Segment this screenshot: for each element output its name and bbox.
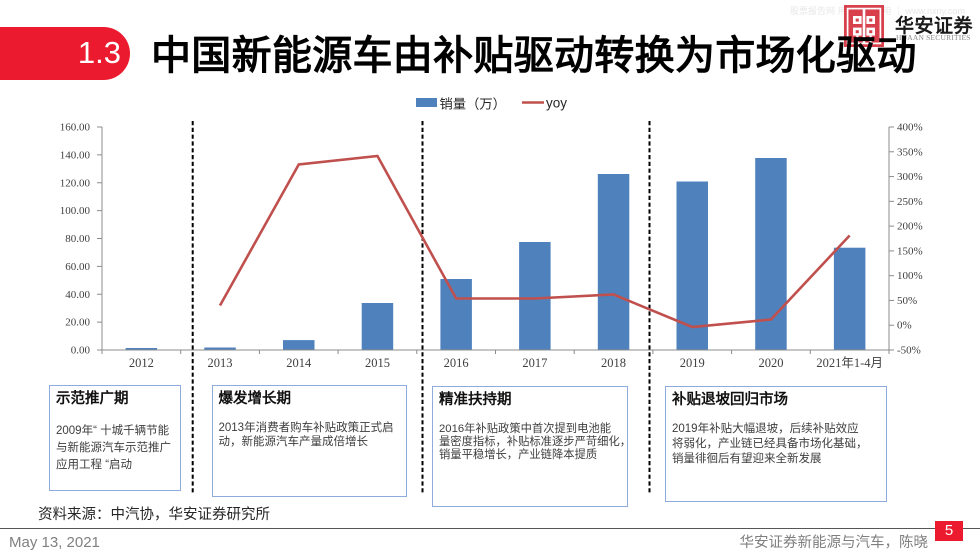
svg-text:2012: 2012 xyxy=(129,356,154,370)
svg-text:60.00: 60.00 xyxy=(65,261,90,273)
svg-text:250%: 250% xyxy=(897,196,923,208)
svg-text:100%: 100% xyxy=(897,270,923,282)
svg-text:2016: 2016 xyxy=(444,356,469,370)
svg-text:160.00: 160.00 xyxy=(60,122,91,134)
svg-text:20.00: 20.00 xyxy=(65,317,90,329)
svg-text:2017: 2017 xyxy=(522,356,547,370)
svg-text:2014: 2014 xyxy=(286,356,312,370)
svg-text:140.00: 140.00 xyxy=(60,149,91,161)
svg-text:150%: 150% xyxy=(897,245,923,257)
svg-text:300%: 300% xyxy=(897,171,923,183)
svg-text:2021年1-4月: 2021年1-4月 xyxy=(816,356,883,370)
svg-text:80.00: 80.00 xyxy=(65,233,90,245)
svg-text:120.00: 120.00 xyxy=(60,177,91,189)
svg-text:-50%: -50% xyxy=(897,345,921,357)
svg-text:350%: 350% xyxy=(897,146,923,158)
svg-text:销量（万）: 销量（万） xyxy=(440,97,506,112)
svg-text:100.00: 100.00 xyxy=(60,205,91,217)
svg-text:2015: 2015 xyxy=(365,356,390,370)
svg-text:2018: 2018 xyxy=(601,356,626,370)
svg-text:50%: 50% xyxy=(897,295,917,307)
svg-text:0.00: 0.00 xyxy=(71,345,91,357)
svg-text:2019: 2019 xyxy=(680,356,705,370)
svg-text:2020: 2020 xyxy=(758,356,783,370)
svg-text:0%: 0% xyxy=(897,320,912,332)
svg-text:40.00: 40.00 xyxy=(65,289,90,301)
svg-text:400%: 400% xyxy=(897,122,923,134)
svg-text:yoy: yoy xyxy=(546,96,567,111)
svg-text:2013: 2013 xyxy=(208,356,233,370)
svg-text:200%: 200% xyxy=(897,221,923,233)
